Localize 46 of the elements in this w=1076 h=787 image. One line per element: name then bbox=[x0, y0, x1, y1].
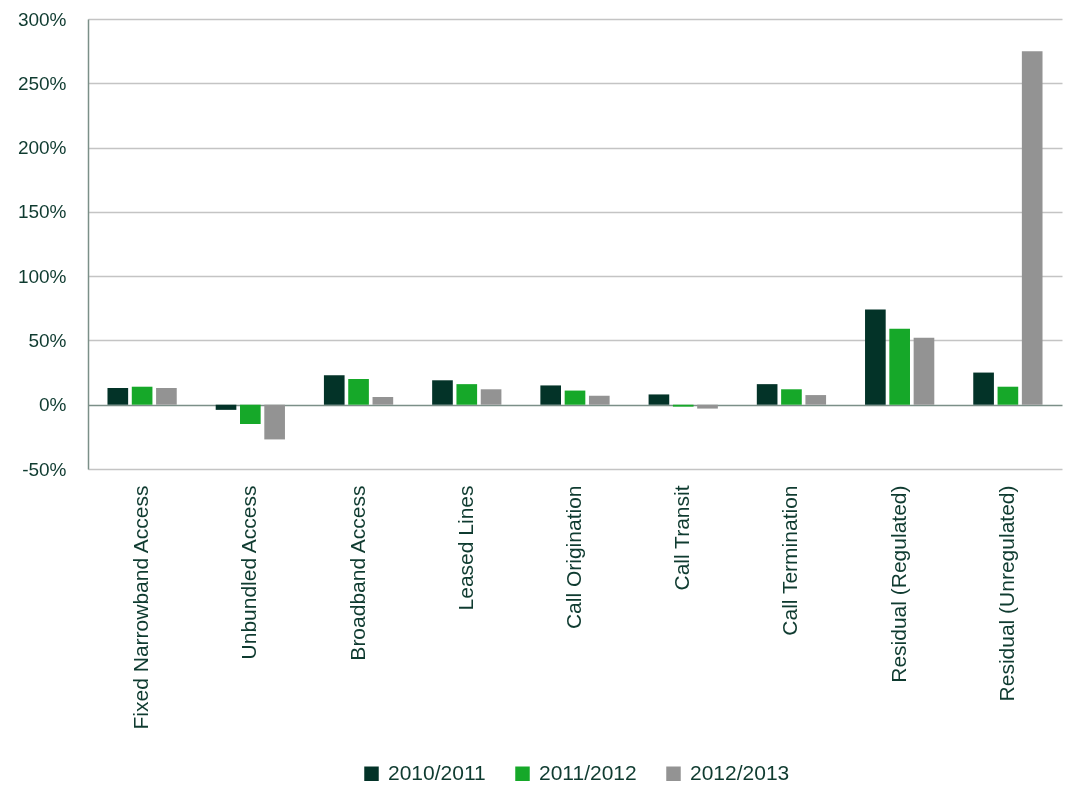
bar bbox=[480, 389, 502, 405]
y-tick-label: 0% bbox=[39, 394, 67, 416]
bar bbox=[805, 395, 827, 405]
x-tick-label: Fixed Narrowband Access bbox=[129, 485, 153, 730]
y-tick-label: -50% bbox=[22, 458, 67, 480]
legend-label: 2012/2013 bbox=[690, 760, 790, 784]
x-tick-label: Call Transit bbox=[670, 485, 694, 591]
bar bbox=[865, 309, 886, 405]
bar bbox=[215, 404, 237, 410]
x-tick-label: Residual (Unregulated) bbox=[994, 485, 1018, 702]
x-tick-label: Call Termination bbox=[778, 485, 802, 636]
legend-label: 2011/2012 bbox=[539, 760, 637, 784]
bar bbox=[156, 388, 177, 405]
bar bbox=[756, 384, 778, 405]
x-tick-label: Broadband Access bbox=[345, 485, 369, 661]
bar bbox=[648, 394, 670, 405]
bar bbox=[240, 404, 261, 424]
x-tick-label: Unbundled Access bbox=[237, 485, 261, 660]
y-tick-label: 100% bbox=[17, 265, 67, 287]
bar bbox=[564, 390, 586, 405]
x-tick-label: Call Origination bbox=[562, 485, 585, 630]
bar bbox=[973, 372, 994, 405]
bar bbox=[1021, 51, 1043, 405]
bar bbox=[456, 384, 478, 405]
bar bbox=[372, 397, 394, 405]
bar bbox=[889, 328, 910, 405]
bar bbox=[540, 385, 562, 405]
x-tick-label: Leased Lines bbox=[453, 485, 477, 611]
y-tick-label: 150% bbox=[17, 201, 67, 223]
bar bbox=[131, 386, 153, 405]
y-tick-label: 50% bbox=[28, 329, 67, 351]
y-tick-label: 250% bbox=[17, 72, 67, 94]
y-tick-label: 300% bbox=[17, 8, 67, 30]
bar bbox=[432, 380, 453, 405]
x-tick-label: Residual (Regulated) bbox=[886, 485, 910, 683]
bar bbox=[997, 386, 1019, 405]
legend-label: 2010/2011 bbox=[388, 760, 486, 784]
bar bbox=[323, 375, 345, 405]
bar bbox=[107, 388, 129, 405]
bar bbox=[348, 379, 369, 405]
bar bbox=[697, 404, 718, 409]
bar bbox=[913, 337, 935, 405]
bar bbox=[781, 389, 802, 405]
y-tick-label: 200% bbox=[17, 137, 67, 159]
bar bbox=[264, 404, 285, 440]
bar bbox=[588, 395, 610, 405]
